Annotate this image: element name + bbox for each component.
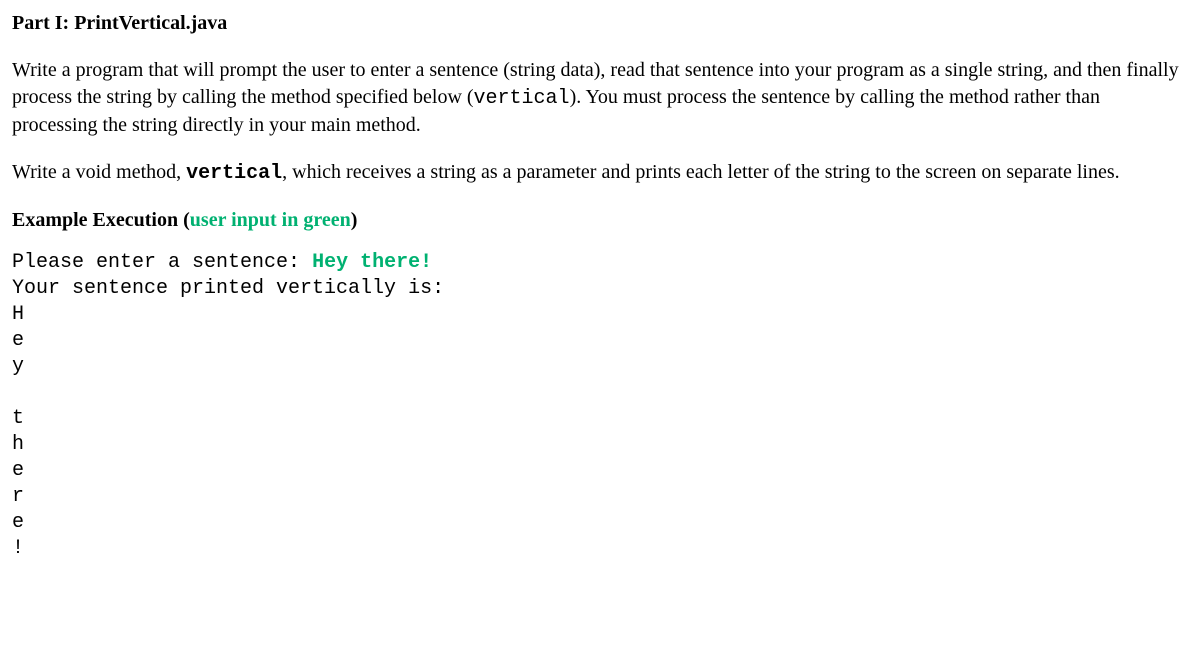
para2-code: vertical bbox=[186, 162, 282, 185]
paragraph-1: Write a program that will prompt the use… bbox=[12, 57, 1188, 139]
exec-line2: Your sentence printed vertically is: bbox=[12, 277, 444, 300]
example-label-text: Example Execution bbox=[12, 209, 183, 231]
paragraph-2: Write a void method, vertical, which rec… bbox=[12, 159, 1188, 187]
para2-text1: Write a void method, bbox=[12, 161, 186, 183]
example-label-green: user input in green bbox=[190, 209, 351, 231]
heading-prefix: Part I: bbox=[12, 12, 74, 34]
heading-title: PrintVertical.java bbox=[74, 12, 227, 34]
example-execution-output: Please enter a sentence: Hey there! Your… bbox=[12, 250, 1188, 562]
example-label-paren-open: ( bbox=[183, 209, 190, 231]
exec-user-input: Hey there! bbox=[312, 251, 432, 274]
para1-code: vertical bbox=[474, 87, 570, 110]
exec-prompt: Please enter a sentence: bbox=[12, 251, 312, 274]
exec-vertical: H e y t h e r e ! bbox=[12, 303, 24, 560]
section-heading: Part I: PrintVertical.java bbox=[12, 10, 1188, 37]
example-label-paren-close: ) bbox=[351, 209, 358, 231]
para2-text2: , which receives a string as a parameter… bbox=[282, 161, 1119, 183]
example-execution-label: Example Execution (user input in green) bbox=[12, 207, 1188, 234]
